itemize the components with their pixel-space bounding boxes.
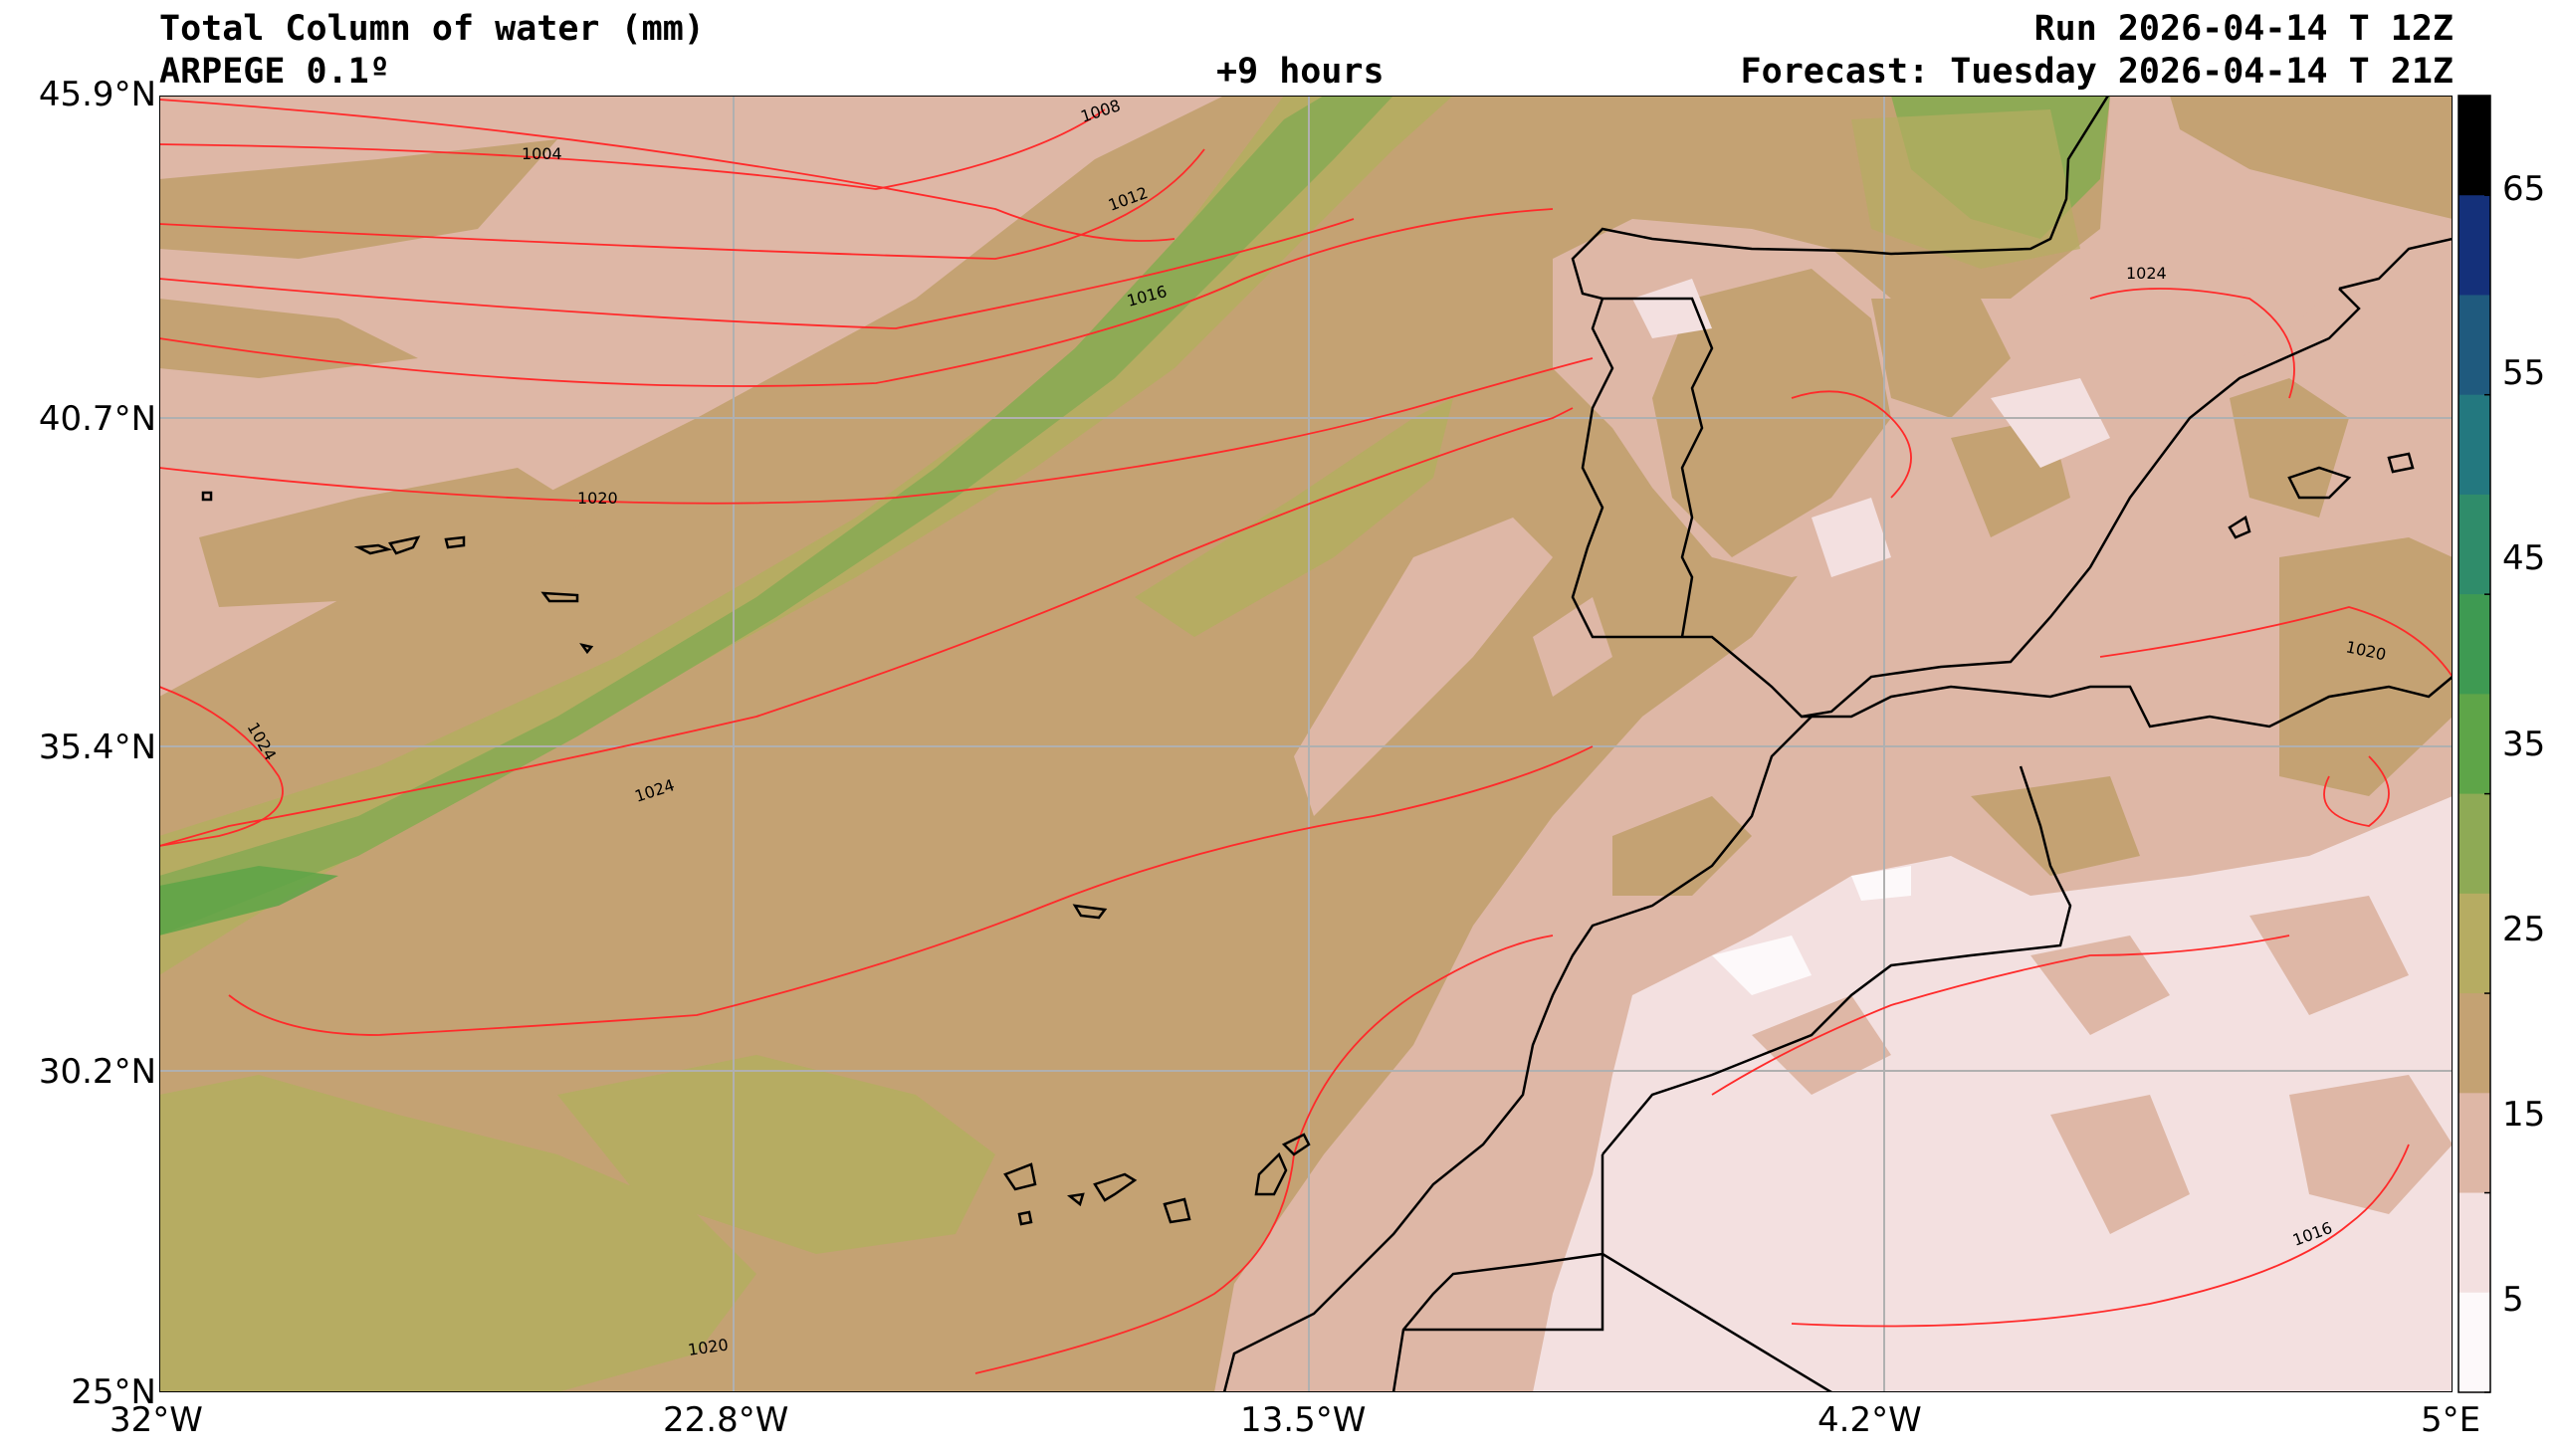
lat-tick: 45.9°N	[38, 75, 156, 114]
colorbar-segment	[2458, 694, 2490, 795]
colorbar-segment	[2458, 594, 2490, 695]
colorbar-segment	[2458, 295, 2490, 396]
island	[579, 643, 594, 655]
map-title: Total Column of water (mm)	[159, 9, 705, 49]
island	[2228, 516, 2251, 539]
lat-tick: 35.4°N	[38, 728, 156, 767]
colorbar-tick: 55	[2502, 353, 2546, 393]
lead-time-label: +9 hours	[1216, 52, 1385, 92]
island	[2287, 466, 2352, 500]
island	[1017, 1210, 1033, 1226]
colorbar-segment	[2458, 1093, 2490, 1194]
colorbar-segment	[2458, 793, 2490, 895]
lat-tick: 30.2°N	[38, 1052, 156, 1092]
colorbar-segment	[2458, 394, 2490, 496]
colorbar-tick: 65	[2502, 169, 2546, 209]
colorbar-tick: 5	[2502, 1280, 2524, 1320]
model-label: ARPEGE 0.1º	[159, 52, 390, 92]
lon-tick: 13.5°W	[1240, 1400, 1367, 1440]
colorbar-tick: 15	[2502, 1095, 2546, 1135]
lon-tick: 32°W	[109, 1400, 203, 1440]
coast-africa	[1222, 716, 1813, 1392]
moisture-plume-mid	[159, 96, 1393, 936]
island	[1281, 1133, 1311, 1156]
island	[1072, 904, 1108, 920]
forecast-label: Forecast: Tuesday 2026-04-14 T 21Z	[1740, 52, 2454, 92]
island	[1254, 1151, 1288, 1196]
lat-tick: 25°N	[71, 1372, 156, 1412]
island	[1163, 1197, 1191, 1224]
border-morocco	[1602, 765, 2072, 1155]
isobar-label: 1020	[577, 489, 618, 508]
isobar-label: 1004	[522, 144, 562, 163]
colorbar-tick: 35	[2502, 725, 2546, 764]
island	[353, 543, 393, 555]
colorbar-segment	[2458, 1292, 2490, 1393]
colorbar-segment	[2458, 1192, 2490, 1294]
island	[444, 535, 466, 549]
colorbar-segment	[2458, 494, 2490, 595]
isobar-label: 1024	[2126, 264, 2167, 283]
coast-france	[1571, 96, 2110, 301]
run-label: Run 2026-04-14 T 12Z	[2033, 9, 2454, 49]
colorbar-segment	[2458, 893, 2490, 994]
colorbar-tick: 45	[2502, 538, 2546, 578]
colorbar-segment	[2458, 993, 2490, 1094]
border-portugal	[1602, 297, 1714, 638]
island	[1093, 1172, 1138, 1202]
island	[201, 491, 213, 502]
colorbar-segment	[2458, 96, 2490, 196]
colorbar-segment	[2458, 195, 2490, 296]
colorbar-tick: 25	[2502, 910, 2546, 949]
moisture-plume-core	[159, 866, 338, 936]
island	[540, 591, 579, 603]
island	[2387, 452, 2415, 474]
island	[388, 535, 421, 555]
coast-iberia	[1571, 288, 2361, 719]
lon-tick: 22.8°W	[663, 1400, 789, 1440]
island	[1066, 1192, 1085, 1207]
lon-tick: 4.2°W	[1817, 1400, 1922, 1440]
lat-tick: 40.7°N	[38, 399, 156, 439]
lon-tick: 5°E	[2421, 1400, 2481, 1440]
island	[1003, 1162, 1037, 1191]
